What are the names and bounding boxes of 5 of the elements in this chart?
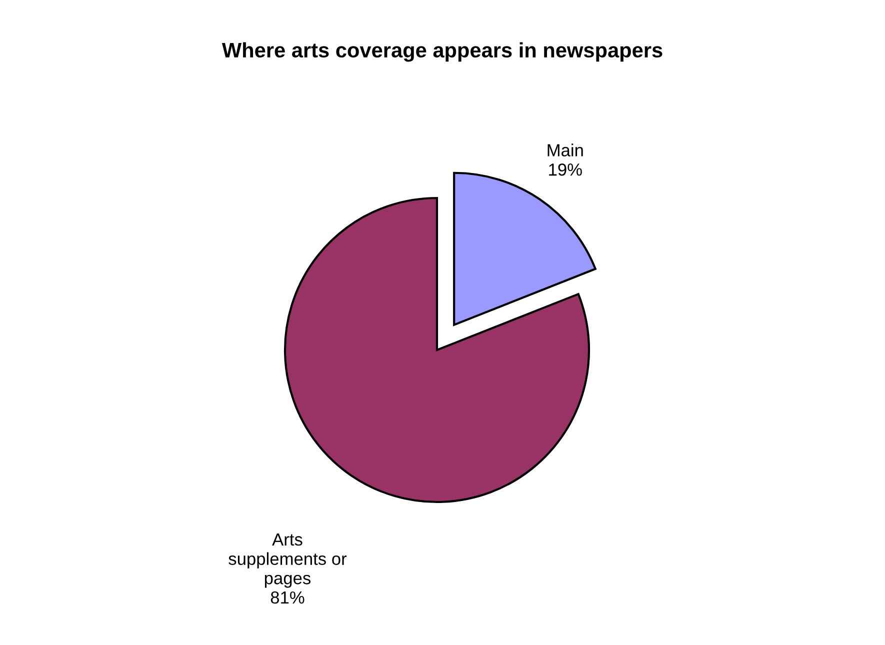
- data-label: 19%: [549, 163, 582, 176]
- slice-label: Main: [548, 144, 583, 156]
- chart-title: Where arts coverage appears in newspapers: [222, 42, 662, 62]
- slice-label: Arts supplements or pages: [228, 534, 347, 588]
- data-label: 81%: [270, 591, 304, 604]
